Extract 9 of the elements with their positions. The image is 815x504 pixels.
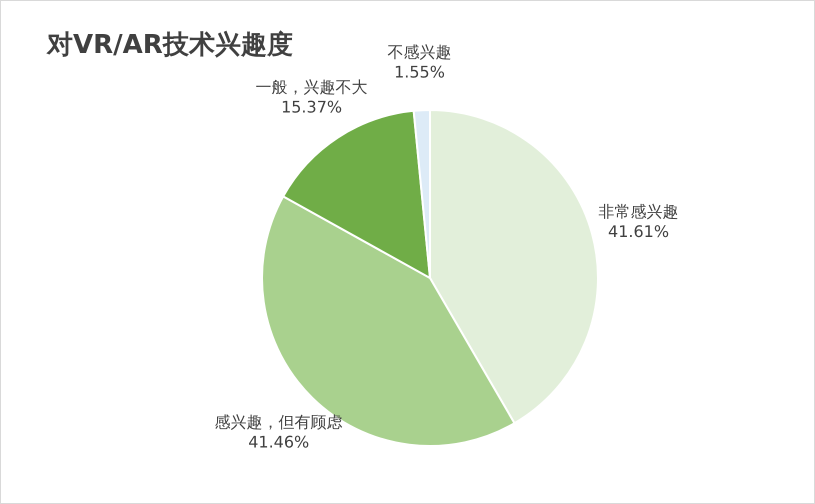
data-label: 41.61% (608, 222, 670, 241)
data-label: 41.46% (248, 432, 310, 452)
slice-label: 非常感兴趣 (598, 202, 679, 221)
slice-label: 一般，兴趣不大 (256, 78, 368, 97)
slice-label: 不感兴趣 (387, 42, 452, 62)
data-label: 15.37% (281, 98, 342, 117)
data-label: 1.55% (394, 62, 445, 82)
slice-label: 感兴趣，但有顾虑 (214, 412, 343, 432)
chart-title: 对VR/AR技术兴趣度 (47, 29, 293, 62)
